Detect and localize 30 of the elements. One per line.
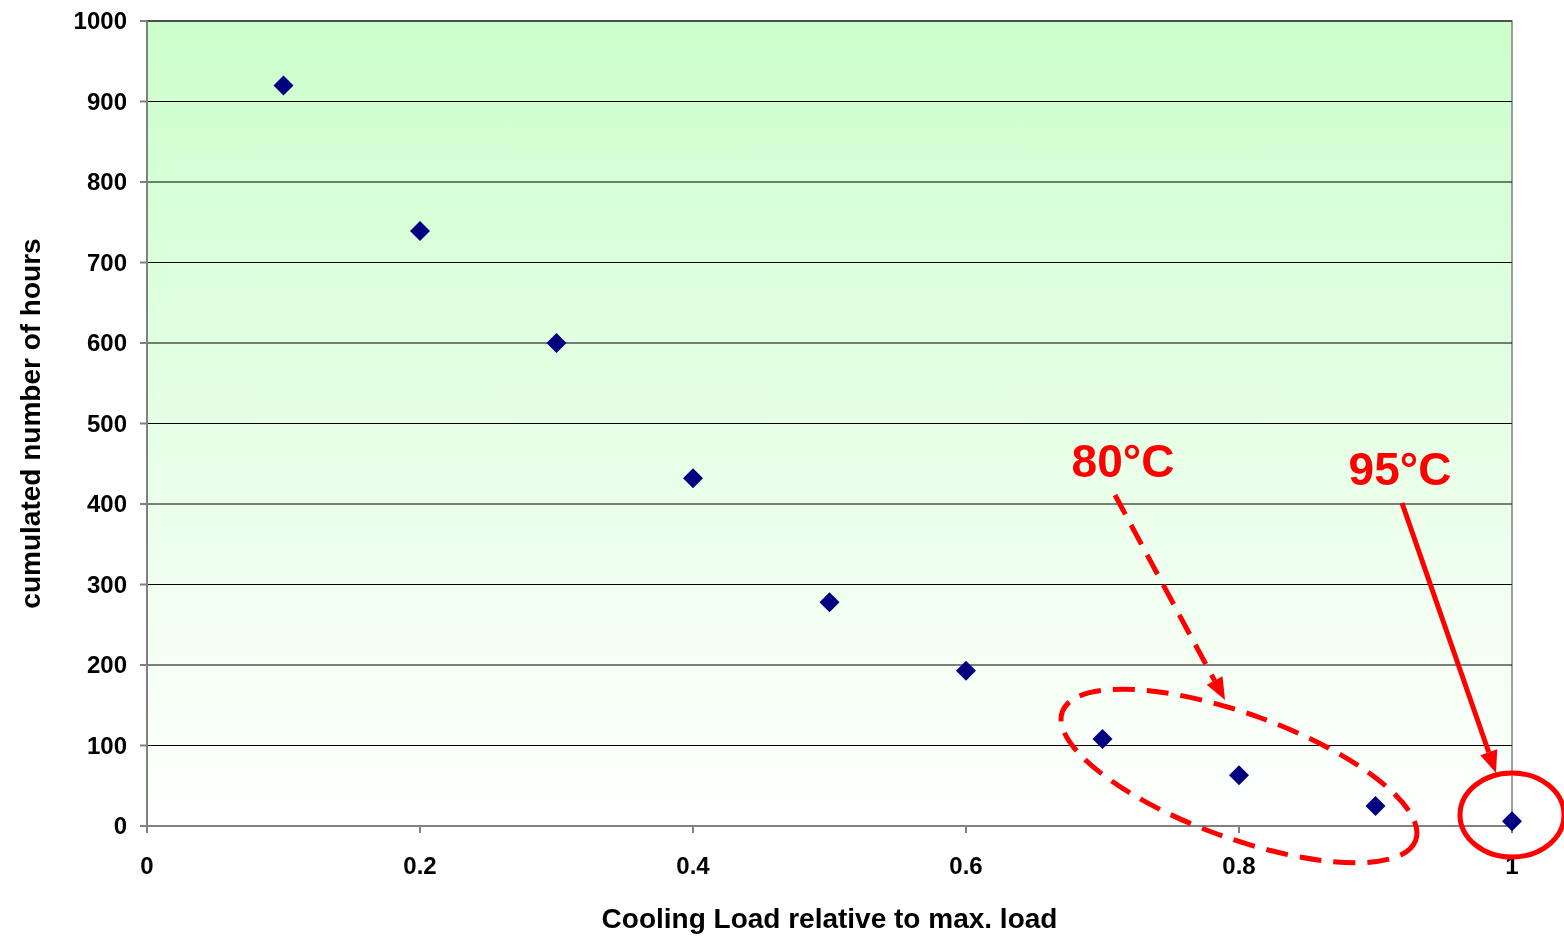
point	[1229, 765, 1249, 786]
y-tick-label: 1000	[73, 7, 127, 35]
y-tick-label: 700	[86, 248, 127, 276]
x-tick-label: 0.2	[403, 852, 437, 879]
y-tick-label: 500	[86, 409, 127, 437]
y-tick-label: 300	[86, 570, 127, 598]
x-axis-title: Cooling Load relative to max. load	[601, 903, 1058, 934]
y-tick-label: 900	[86, 87, 127, 115]
point	[1092, 729, 1113, 750]
point	[1502, 811, 1522, 832]
point	[1365, 795, 1386, 816]
annotation: 80°C	[1071, 435, 1175, 487]
point	[956, 660, 976, 681]
y-tick-label: 100	[86, 731, 127, 759]
x-tick-label: 0.4	[676, 852, 711, 879]
y-tick-label: 800	[86, 168, 127, 196]
point	[683, 468, 703, 489]
x-tick-label: 0.6	[949, 852, 983, 879]
y-tick-label: 0	[113, 812, 127, 840]
x-tick-label: 0	[140, 852, 154, 879]
point	[546, 333, 567, 353]
y-tick-label: 200	[86, 651, 127, 679]
x-tick-label: 0.8	[1222, 852, 1256, 879]
y-tick-label: 400	[86, 490, 127, 518]
point	[410, 221, 430, 242]
annotation: 95°C	[1348, 443, 1452, 495]
y-axis-title: cumulated number of hours	[15, 238, 46, 609]
point	[819, 592, 840, 613]
point	[273, 75, 294, 96]
y-tick-label: 600	[86, 329, 127, 357]
